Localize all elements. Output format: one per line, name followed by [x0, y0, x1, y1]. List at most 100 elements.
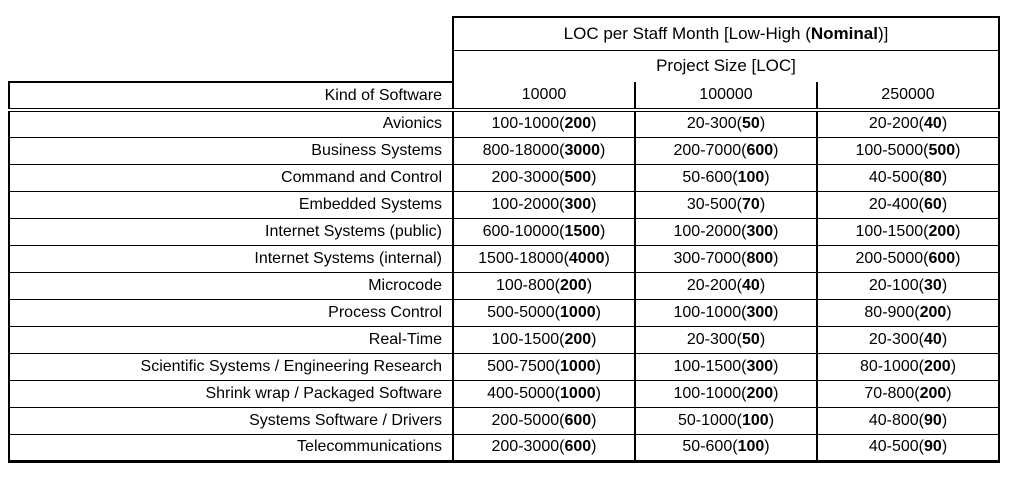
data-cell: 200-5000(600) [452, 406, 635, 434]
nominal-value: 90 [924, 438, 942, 455]
data-cell: 100-800(200) [452, 271, 635, 299]
nominal-value: 1000 [560, 303, 596, 321]
data-cell: 100-1500(300) [634, 352, 817, 380]
data-cell: 200-3000(500) [452, 163, 635, 191]
row-label: Avionics [8, 109, 453, 137]
table-row: Internet Systems (public) 600-10000(1500)… [8, 217, 1000, 245]
row-label: Embedded Systems [8, 190, 453, 218]
row-header-label: Kind of Software [8, 81, 453, 112]
column-header-250000: 250000 [816, 82, 1000, 112]
data-cell: 100-2000(300) [634, 217, 817, 245]
column-header-10000: 10000 [452, 82, 635, 112]
data-cell: 200-3000(600) [452, 433, 635, 463]
column-header-row: Kind of Software 10000 100000 250000 [8, 81, 1000, 112]
nominal-value: 500 [928, 141, 956, 159]
data-cell: 300-7000(800) [634, 244, 817, 272]
loc-productivity-table: LOC per Staff Month [Low-High (Nominal)]… [8, 16, 1000, 463]
nominal-value: 50 [742, 330, 760, 348]
table-body: Avionics 100-1000(200) 20-300(50) 20-200(40… [8, 109, 1000, 463]
column-header-100000: 100000 [634, 82, 817, 112]
data-cell: 80-1000(200) [816, 352, 1000, 380]
nominal-value: 600 [564, 411, 592, 429]
data-cell: 50-1000(100) [634, 406, 817, 434]
data-cell: 400-5000(1000) [452, 379, 635, 407]
nominal-value: 300 [746, 303, 774, 321]
nominal-value: 600 [746, 141, 774, 159]
data-cell: 800-18000(3000) [452, 136, 635, 164]
data-cell: 50-600(100) [634, 433, 817, 463]
nominal-value: 1000 [560, 357, 596, 375]
nominal-value: 90 [924, 411, 942, 429]
data-cell: 500-7500(1000) [452, 352, 635, 380]
data-cell: 20-200(40) [816, 109, 1000, 137]
nominal-value: 200 [746, 384, 774, 402]
row-label: Internet Systems (internal) [8, 244, 453, 272]
table-row: Business Systems 800-18000(3000) 200-7000(… [8, 136, 1000, 164]
nominal-value: 800 [746, 249, 774, 267]
nominal-value: 1000 [560, 384, 596, 402]
row-label: Process Control [8, 298, 453, 326]
data-cell: 600-10000(1500) [452, 217, 635, 245]
nominal-value: 200 [564, 330, 592, 348]
data-cell: 50-600(100) [634, 163, 817, 191]
nominal-value: 3000 [564, 141, 601, 159]
data-cell: 100-1000(200) [452, 109, 635, 137]
nominal-value: 40 [742, 276, 760, 294]
data-cell: 40-500(90) [816, 433, 1000, 463]
subtitle-row: Project Size [LOC] [9, 50, 1000, 82]
row-label: Systems Software / Drivers [8, 406, 453, 434]
data-cell: 500-5000(1000) [452, 298, 635, 326]
nominal-value: 1500 [564, 222, 601, 240]
table-title: LOC per Staff Month [Low-High (Nominal)] [452, 16, 1000, 51]
data-cell: 30-500(70) [634, 190, 817, 218]
nominal-value: 100 [737, 438, 765, 455]
row-label: Real-Time [8, 325, 453, 353]
nominal-value: 100 [742, 411, 769, 429]
table-row: Process Control 500-5000(1000) 100-1000(30… [8, 298, 1000, 326]
data-cell: 100-1000(300) [634, 298, 817, 326]
data-cell: 100-1500(200) [452, 325, 635, 353]
table-row: Internet Systems (internal) 1500-18000(40… [8, 244, 1000, 272]
data-cell: 100-5000(500) [816, 136, 1000, 164]
row-label: Command and Control [8, 163, 453, 191]
nominal-value: 600 [928, 249, 956, 267]
row-label: Internet Systems (public) [8, 217, 453, 245]
data-cell: 20-400(60) [816, 190, 1000, 218]
nominal-value: 200 [924, 357, 951, 375]
data-cell: 20-100(30) [816, 271, 1000, 299]
data-cell: 70-800(200) [816, 379, 1000, 407]
data-cell: 100-1000(200) [634, 379, 817, 407]
nominal-value: 40 [924, 115, 942, 133]
nominal-value: 200 [919, 384, 947, 402]
blank-corner [9, 50, 453, 82]
table-row: Embedded Systems 100-2000(300) 30-500(70) 2… [8, 190, 1000, 218]
nominal-value: 70 [742, 195, 760, 213]
nominal-value: 4000 [568, 249, 605, 267]
table-row: Real-Time 100-1500(200) 20-300(50) 20-300(4… [8, 325, 1000, 353]
nominal-value: 40 [924, 330, 942, 348]
data-cell: 100-1500(200) [816, 217, 1000, 245]
nominal-value: 60 [924, 195, 942, 213]
table-row: Shrink wrap / Packaged Software 400-5000(… [8, 379, 1000, 407]
data-cell: 80-900(200) [816, 298, 1000, 326]
data-cell: 20-200(40) [634, 271, 817, 299]
data-cell: 20-300(40) [816, 325, 1000, 353]
table-row: Telecommunications 200-3000(600) 50-600(10… [8, 433, 1000, 463]
table-subtitle: Project Size [LOC] [452, 50, 1000, 82]
data-cell: 200-7000(600) [634, 136, 817, 164]
table-row: Systems Software / Drivers 200-5000(600) 5… [8, 406, 1000, 434]
table-row: Command and Control 200-3000(500) 50-600(1… [8, 163, 1000, 191]
data-cell: 100-2000(300) [452, 190, 635, 218]
nominal-value: 200 [564, 115, 592, 133]
nominal-value: 600 [564, 438, 592, 455]
nominal-value: 300 [746, 222, 774, 240]
row-label: Shrink wrap / Packaged Software [8, 379, 453, 407]
nominal-value: 300 [564, 195, 592, 213]
nominal-value: 300 [746, 357, 774, 375]
nominal-value: 50 [742, 115, 760, 133]
data-cell: 40-500(80) [816, 163, 1000, 191]
data-cell: 20-300(50) [634, 109, 817, 137]
table-row: Scientific Systems / Engineering Researc… [8, 352, 1000, 380]
title-bold-text: Nominal [810, 23, 878, 43]
